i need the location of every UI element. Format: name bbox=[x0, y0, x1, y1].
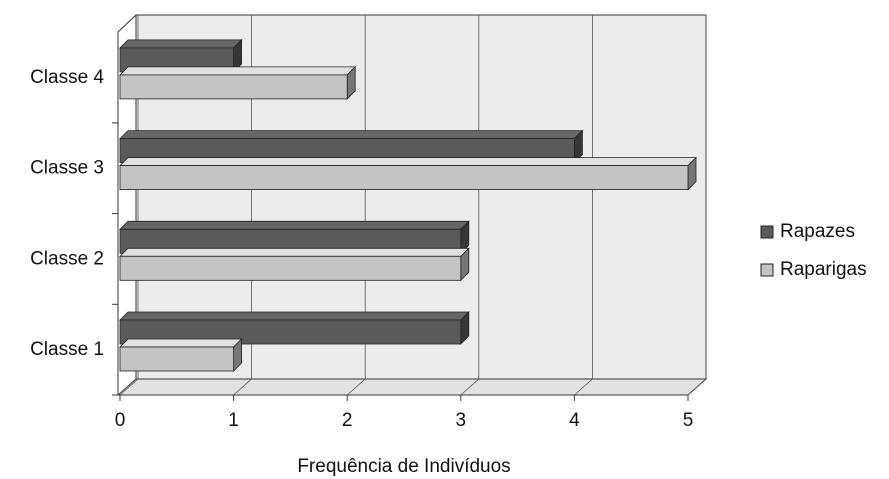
floor-grid-line bbox=[574, 378, 593, 396]
bar bbox=[119, 346, 234, 372]
floor-grid-line bbox=[119, 378, 139, 396]
bar-top bbox=[119, 130, 584, 140]
legend-label: Raparigas bbox=[780, 259, 867, 280]
floor-grid-line bbox=[346, 378, 366, 396]
x-tick-label: 2 bbox=[342, 410, 353, 431]
bar-top bbox=[119, 220, 470, 230]
floor-grid-line bbox=[460, 378, 480, 396]
floor-grid-line bbox=[233, 378, 252, 396]
y-tick-label: Classe 4 bbox=[30, 67, 104, 88]
y-tick-label: Classe 2 bbox=[30, 248, 104, 269]
bar-top bbox=[119, 338, 243, 348]
y-tick-label: Classe 3 bbox=[30, 158, 104, 179]
y-tick-label: Classe 1 bbox=[30, 339, 104, 360]
bar-top bbox=[119, 66, 357, 76]
x-tick-label: 1 bbox=[228, 410, 239, 431]
x-tick-label: 4 bbox=[569, 410, 580, 431]
bar-top bbox=[119, 311, 470, 321]
x-axis-label: Frequência de Indivíduos bbox=[297, 456, 510, 477]
bar-top bbox=[119, 157, 697, 167]
legend-label: Rapazes bbox=[780, 221, 855, 242]
x-tick-label: 0 bbox=[115, 410, 126, 431]
bar bbox=[119, 255, 462, 281]
bar bbox=[119, 165, 689, 191]
legend-swatch bbox=[760, 263, 774, 277]
legend-swatch bbox=[760, 225, 774, 239]
bar bbox=[119, 74, 348, 100]
x-tick-label: 3 bbox=[456, 410, 467, 431]
floor-grid-line bbox=[687, 378, 707, 396]
x-tick-label: 5 bbox=[683, 410, 694, 431]
bar-top bbox=[119, 39, 243, 49]
floor bbox=[116, 378, 708, 396]
wall-edge bbox=[117, 14, 137, 33]
bar-top bbox=[119, 247, 470, 257]
